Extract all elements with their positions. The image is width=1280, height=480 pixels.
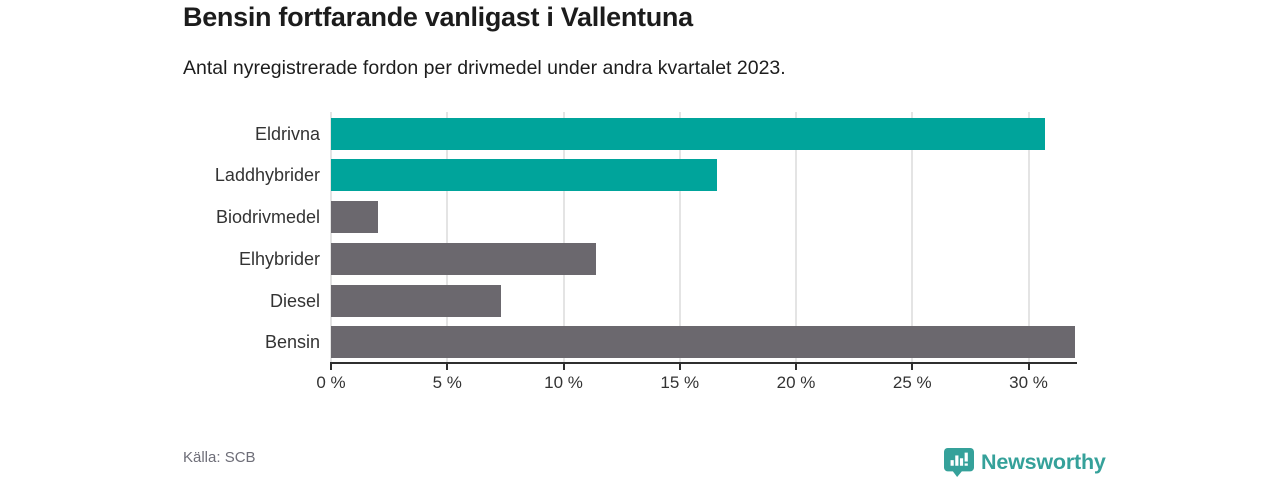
chart-subtitle: Antal nyregistrerade fordon per drivmede… (183, 57, 786, 79)
bar-bensin (331, 326, 1075, 359)
x-axis-tick-20 (795, 364, 797, 370)
x-axis-tick-label-10: 10 % (544, 373, 583, 392)
x-axis-tick-label-0: 0 % (316, 373, 346, 392)
x-axis-tick-10 (562, 364, 565, 370)
category-label-laddhybrider: Laddhybrider (214, 165, 320, 186)
gridline-30 (1027, 112, 1030, 363)
x-axis-tick-label-20: 20 % (776, 373, 816, 392)
category-label-bensin: Bensin (264, 332, 320, 353)
gridline-20 (795, 112, 797, 363)
bar-eldrivna (331, 117, 1045, 150)
category-label-elhybrider: Elhybrider (238, 248, 320, 269)
gridline-15 (678, 112, 681, 363)
x-axis-tick-0 (330, 364, 332, 370)
newsworthy-logo[interactable]: Newsworthy (944, 447, 1106, 477)
category-label-eldrivna: Eldrivna (254, 123, 320, 144)
bar-chart-plot: Eldrivna Laddhybrider Biodrivmedel Elhybrid… (215, 112, 1077, 392)
x-axis-line (330, 362, 1077, 364)
x-axis-tick-label-25: 25 % (892, 373, 932, 392)
x-axis-tick-30 (1027, 364, 1030, 370)
x-axis-tick-label-30: 30 % (1009, 373, 1048, 392)
x-axis-tick-25 (911, 364, 914, 370)
category-label-biodrivmedel: Biodrivmedel (215, 207, 320, 228)
gridline-0 (330, 112, 332, 363)
gridline-10 (562, 112, 565, 363)
gridline-25 (911, 112, 914, 363)
gridline-5 (446, 112, 449, 363)
bar-biodrivmedel (331, 201, 378, 234)
x-axis-tick-label-5: 5 % (432, 373, 462, 392)
newsworthy-logo-icon (944, 447, 974, 477)
bar-elhybrider (331, 242, 597, 275)
x-axis-tick-15 (678, 364, 681, 370)
x-axis-tick-5 (446, 364, 449, 370)
x-axis-tick-label-15: 15 % (660, 373, 700, 392)
chart-title: Bensin fortfarande vanligast i Vallentun… (183, 2, 693, 32)
bar-laddhybrider (331, 159, 717, 192)
bar-diesel (331, 284, 501, 317)
source-label: Källa: SCB (183, 449, 256, 466)
category-label-diesel: Diesel (269, 290, 320, 311)
newsworthy-logo-text: Newsworthy (981, 449, 1106, 474)
